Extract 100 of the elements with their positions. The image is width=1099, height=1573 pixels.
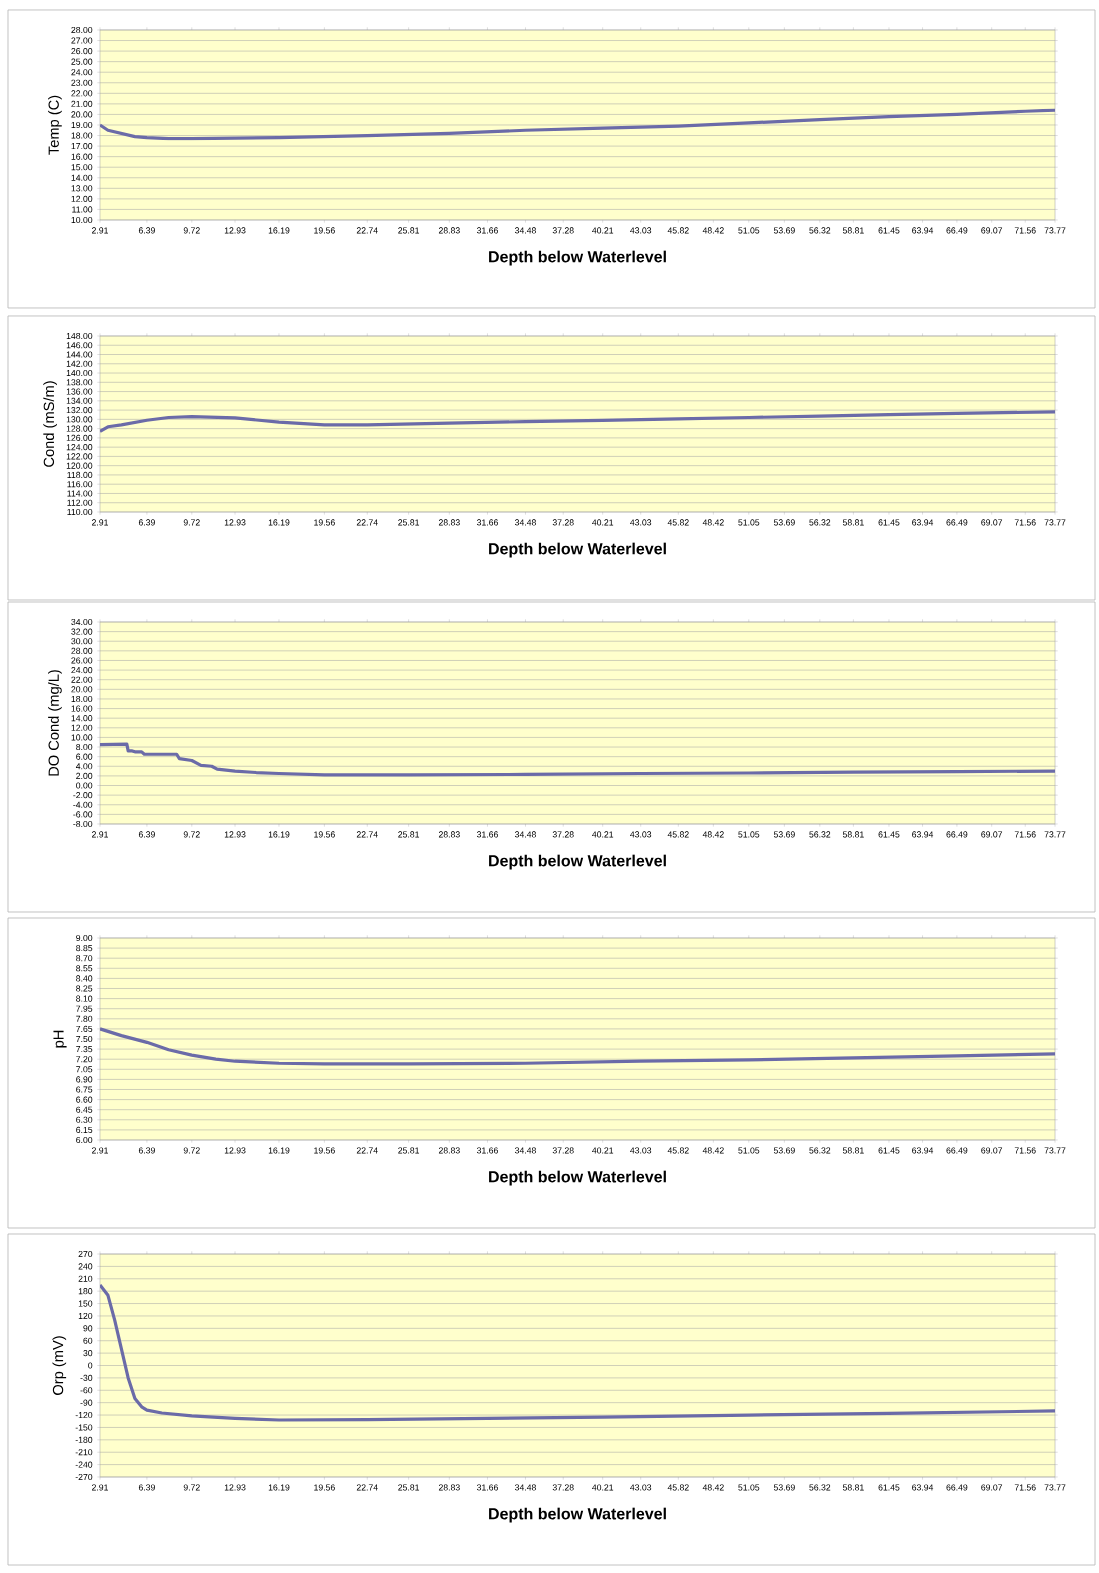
x-tick-label: 53.69 <box>773 227 795 234</box>
y-tick-label: 120.00 <box>66 462 93 469</box>
y-tick-label: 122.00 <box>66 453 93 460</box>
x-tick-label: 53.69 <box>773 831 795 838</box>
x-tick-label: 71.56 <box>1014 227 1036 234</box>
x-tick-label: 22.74 <box>356 831 378 838</box>
y-tick-label: -270 <box>75 1473 93 1481</box>
x-tick-label: 2.91 <box>92 519 108 526</box>
y-tick-label: 14.00 <box>71 174 93 181</box>
x-tick-label: 22.74 <box>356 1147 378 1154</box>
x-tick-label: 19.56 <box>314 519 335 526</box>
x-axis-title: Depth below Waterlevel <box>489 854 666 870</box>
y-tick-label: 6.00 <box>76 753 93 760</box>
x-tick-label: 16.19 <box>268 227 290 234</box>
x-tick-label: 25.81 <box>398 1147 420 1154</box>
x-tick-label: 25.81 <box>398 1484 420 1491</box>
x-tick-label: 37.28 <box>552 1147 574 1154</box>
x-tick-label: 25.81 <box>398 227 420 234</box>
x-tick-label: 6.39 <box>138 831 155 838</box>
x-tick-label: 56.32 <box>809 831 831 838</box>
x-tick-label: 6.39 <box>138 1484 155 1491</box>
x-tick-label: 63.94 <box>912 1484 934 1491</box>
x-tick-label: 28.83 <box>438 1147 460 1154</box>
y-tick-label: 7.80 <box>76 1015 93 1022</box>
x-tick-label: 34.48 <box>514 227 536 234</box>
y-tick-label: 23.00 <box>71 79 93 86</box>
x-tick-label: 2.91 <box>92 227 108 234</box>
x-tick-label: 45.82 <box>667 227 689 234</box>
y-axis-title: Orp (mV) <box>52 1336 67 1395</box>
y-tick-label: 2.00 <box>76 772 93 779</box>
y-tick-label: 11.00 <box>72 206 93 213</box>
x-tick-label: 31.66 <box>476 227 498 234</box>
x-tick-label: 37.28 <box>552 1484 574 1491</box>
y-tick-label: 17.00 <box>71 143 93 150</box>
y-tick-label: 30 <box>83 1350 93 1357</box>
y-axis-title: Cond (mS/m) <box>43 381 57 467</box>
x-tick-label: 61.45 <box>878 1147 900 1154</box>
y-axis-title: pH <box>53 1030 67 1048</box>
x-tick-label: 9.72 <box>183 1484 200 1491</box>
x-tick-label: 9.72 <box>183 227 200 234</box>
y-tick-label: 140.00 <box>66 369 93 377</box>
y-tick-label: 6.45 <box>76 1106 93 1113</box>
x-tick-label: 69.07 <box>981 831 1003 838</box>
x-tick-label: 19.56 <box>314 1147 335 1154</box>
x-tick-label: 73.77 <box>1044 1147 1066 1154</box>
y-tick-label: -6.00 <box>73 811 93 818</box>
x-tick-label: 48.42 <box>702 519 724 526</box>
x-tick-label: 28.83 <box>438 519 460 526</box>
y-tick-label: 25.00 <box>71 58 93 65</box>
y-tick-label: 124.00 <box>66 444 93 451</box>
y-tick-label: 16.00 <box>71 153 93 160</box>
y-tick-label: -210 <box>75 1449 93 1456</box>
x-tick-label: 43.03 <box>630 831 652 838</box>
x-tick-label: 51.05 <box>738 1147 760 1154</box>
y-tick-label: 146.00 <box>66 342 93 349</box>
y-tick-label: 7.05 <box>76 1066 93 1073</box>
x-tick-label: 37.28 <box>552 227 574 234</box>
y-tick-label: 14.00 <box>71 715 93 722</box>
x-tick-label: 12.93 <box>224 1147 246 1154</box>
x-tick-label: 45.82 <box>667 1484 689 1491</box>
x-tick-label: 12.93 <box>224 831 246 838</box>
y-tick-label: -180 <box>75 1436 93 1443</box>
x-tick-label: 31.66 <box>476 831 498 838</box>
x-tick-label: 61.45 <box>878 831 900 838</box>
x-tick-label: 71.56 <box>1014 1484 1036 1491</box>
x-axis-title: Depth below Waterlevel <box>489 1170 666 1186</box>
x-axis-title: Depth below Waterlevel <box>489 542 666 558</box>
x-tick-label: 12.93 <box>224 1484 246 1491</box>
y-axis-title: Temp (C) <box>48 95 62 155</box>
y-tick-label: 26.00 <box>71 657 93 664</box>
x-tick-label: 34.48 <box>514 831 536 838</box>
x-tick-label: 45.82 <box>667 831 689 838</box>
y-tick-label: -150 <box>75 1424 93 1431</box>
y-tick-label: 6.15 <box>76 1126 93 1133</box>
x-tick-label: 53.69 <box>773 1147 795 1154</box>
x-tick-label: 61.45 <box>878 227 900 234</box>
x-tick-label: 34.48 <box>514 1484 536 1491</box>
y-tick-label: 24.00 <box>71 667 93 674</box>
y-tick-label: 16.00 <box>71 705 93 712</box>
x-tick-label: 51.05 <box>738 831 760 838</box>
x-tick-label: 40.21 <box>592 1484 614 1491</box>
x-tick-label: 6.39 <box>138 1147 155 1154</box>
x-tick-label: 31.66 <box>476 1147 498 1154</box>
y-tick-label: 22.00 <box>71 90 93 97</box>
x-tick-label: 69.07 <box>981 519 1003 526</box>
y-tick-label: 18.00 <box>71 695 93 703</box>
x-tick-label: 48.42 <box>702 1484 724 1491</box>
y-tick-label: 10.00 <box>71 216 93 224</box>
x-tick-label: 61.45 <box>878 519 900 526</box>
x-tick-label: 73.77 <box>1044 227 1066 234</box>
x-tick-label: 9.72 <box>183 519 200 526</box>
y-tick-label: 6.60 <box>76 1096 93 1103</box>
y-tick-label: 116.00 <box>67 481 93 488</box>
y-tick-label: 9.00 <box>76 934 93 942</box>
x-tick-label: 9.72 <box>183 1147 200 1154</box>
x-tick-label: 40.21 <box>592 1147 614 1154</box>
x-tick-label: 16.19 <box>268 831 290 838</box>
x-tick-label: 58.81 <box>842 227 864 234</box>
y-tick-label: 112.00 <box>67 499 93 506</box>
x-tick-label: 28.83 <box>438 227 460 234</box>
